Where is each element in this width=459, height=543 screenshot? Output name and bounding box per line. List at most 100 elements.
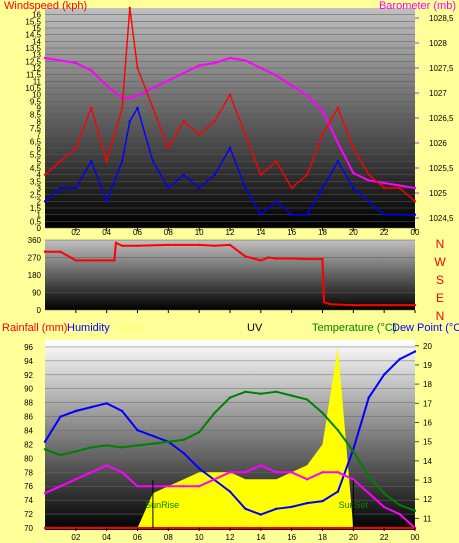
dew-point-point (213, 411, 216, 415)
wind-average-point (336, 160, 340, 163)
wind-average-point (167, 186, 170, 190)
direction-point (90, 259, 93, 262)
direction-point (198, 243, 201, 247)
x-tick-label: 00 (411, 228, 420, 237)
pressure-point (167, 79, 170, 82)
rainfall-point (213, 526, 216, 530)
x-tick-label: 00 (411, 533, 420, 542)
wind-gust-point (90, 106, 93, 110)
dew-point-point (413, 509, 417, 512)
pressure-point (290, 84, 293, 87)
temperature-point (413, 350, 417, 353)
pressure-point (59, 59, 62, 62)
humidity-point (43, 492, 47, 495)
wind-average-point (105, 200, 108, 203)
wind-average-point (305, 213, 309, 216)
humidity-tick-label: 80 (24, 454, 33, 463)
humidity-point (305, 478, 309, 481)
pressure-point (352, 171, 355, 175)
wind-average-point (136, 106, 139, 110)
wind-tick-label: 5 (37, 157, 42, 166)
direction-point (290, 257, 293, 260)
wind-average-point (321, 186, 324, 190)
humidity-tick-label: 92 (24, 371, 33, 380)
wind-average-point (413, 213, 417, 216)
x-tick-label: 16 (287, 228, 296, 237)
rainfall-point (43, 526, 47, 530)
wind-tick-label: 15,5 (25, 17, 41, 26)
temp-tick-label: 18 (423, 380, 432, 389)
wind-gust-point (367, 173, 370, 176)
dew-point-point (352, 450, 355, 453)
humidity-point (352, 478, 355, 481)
temperature-point (182, 452, 185, 455)
wind-gust-point (398, 186, 401, 190)
wind-tick-label: 12,5 (25, 57, 41, 66)
compass-label: W (434, 255, 446, 269)
x-tick-label: 06 (133, 533, 142, 542)
wind-tick-label: 16 (32, 11, 41, 20)
x-tick-label: 08 (164, 228, 173, 237)
direction-tick-label: 0 (37, 306, 42, 315)
wind-average-point (367, 200, 370, 203)
wind-gust-point (182, 120, 185, 123)
humidity-point (136, 485, 139, 488)
dew-point-point (383, 492, 386, 495)
direction-point (228, 243, 232, 247)
direction-point (113, 259, 116, 262)
temp-tick-label: 13 (423, 476, 432, 485)
dew-point-point (74, 450, 78, 453)
wind-tick-label: 4,5 (30, 164, 42, 173)
wind-tick-label: 7 (37, 131, 42, 140)
pressure-point (90, 69, 93, 72)
pressure-point (136, 94, 139, 97)
dew-point-point (198, 430, 201, 434)
direction-tick-label: 180 (28, 271, 42, 280)
wind-average-point (198, 186, 201, 190)
wind-average-point (398, 213, 401, 216)
dew-point-point (259, 392, 262, 395)
x-tick-label: 10 (195, 228, 204, 237)
solar-area (45, 347, 415, 528)
pressure-point (213, 61, 216, 65)
wind-gust-point (198, 133, 201, 136)
temperature-point (259, 513, 262, 516)
wind-gust-point (336, 106, 340, 110)
temperature-point (198, 467, 201, 470)
direction-point (275, 257, 278, 260)
x-tick-label: 18 (318, 533, 327, 542)
wind-gust-point (136, 66, 139, 70)
direction-point (352, 303, 355, 307)
direction-tick-label: 270 (28, 254, 42, 263)
humidity-point (74, 478, 78, 481)
humidity-point (213, 478, 216, 481)
direction-point (136, 244, 139, 247)
humidity-point (198, 485, 201, 488)
wind-average-point (352, 186, 355, 190)
humidity-point (90, 471, 93, 474)
pressure-tick-label: 1027 (429, 89, 447, 98)
wind-gust-line (44, 7, 416, 202)
humidity-point (244, 471, 247, 474)
pressure-point (259, 66, 262, 70)
direction-point (244, 255, 247, 258)
wind-gust-point (167, 146, 170, 150)
humidity-point (182, 485, 185, 488)
temperature-point (305, 501, 309, 505)
x-tick-label: 08 (164, 533, 173, 542)
humidity-tick-label: 94 (24, 357, 33, 366)
pressure-tick-label: 1028,5 (429, 14, 454, 23)
solar-legend: Solar (117, 322, 143, 334)
temperature-point (74, 409, 78, 413)
wind-tick-label: 8 (37, 117, 42, 126)
humidity-point (59, 485, 62, 488)
wind-gust-point (59, 160, 62, 163)
dew-point-point (275, 390, 278, 393)
temp-tick-label: 19 (423, 361, 432, 370)
wind-tick-label: 7,5 (30, 124, 42, 133)
wind-gust-point (213, 120, 216, 123)
wind-average-point (59, 186, 62, 190)
wind-tick-label: 9,5 (30, 97, 42, 106)
wind-average-point (275, 200, 278, 203)
humidity-tick-label: 96 (24, 343, 33, 352)
